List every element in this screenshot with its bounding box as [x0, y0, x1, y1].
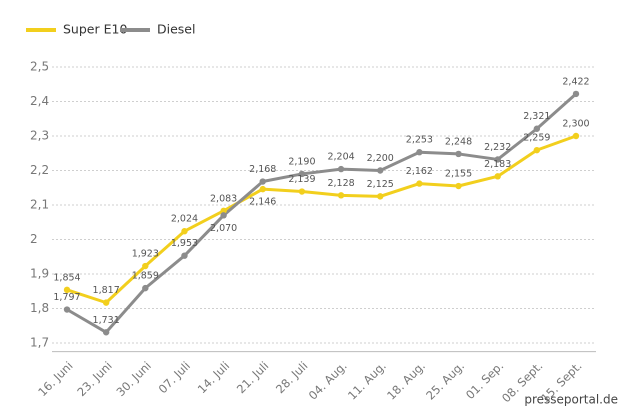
value-label: 2,300 — [562, 118, 589, 129]
value-label: 2,200 — [367, 153, 394, 164]
value-label: 2,146 — [249, 197, 276, 208]
data-point — [63, 306, 71, 313]
x-tick-label: 07. Juli — [156, 359, 193, 396]
data-point — [298, 170, 306, 178]
value-label: 2,162 — [406, 166, 433, 177]
x-tick-label: 30. Juni — [114, 359, 154, 399]
x-tick-label: 23. Juni — [74, 359, 114, 399]
value-label: 2,155 — [445, 169, 472, 180]
x-tick-label: 18. Aug. — [384, 359, 428, 403]
value-label: 2,168 — [249, 164, 276, 175]
x-tick-label: 14. Juli — [195, 359, 232, 396]
x-tick-label: 21. Juli — [234, 359, 271, 396]
value-label: 2,190 — [288, 156, 315, 167]
y-tick-label: 2,5 — [30, 60, 49, 74]
data-point — [416, 180, 423, 187]
x-tick-label: 25. Aug. — [423, 359, 467, 403]
value-label: 2,321 — [523, 111, 550, 122]
value-label: 1,817 — [93, 285, 120, 296]
legend-label: Super E10 — [63, 22, 127, 37]
x-tick-label: 16. Juni — [35, 359, 75, 399]
data-point — [377, 193, 384, 200]
value-label: 2,024 — [171, 214, 198, 225]
value-label: 2,125 — [367, 179, 394, 190]
value-label: 1,859 — [132, 271, 159, 282]
data-point — [494, 173, 501, 180]
value-label: 2,248 — [445, 136, 472, 147]
value-label: 1,953 — [171, 238, 198, 249]
value-label: 1,797 — [53, 292, 80, 303]
data-point — [337, 165, 345, 173]
value-label: 2,259 — [523, 133, 550, 144]
data-point — [259, 178, 266, 185]
value-label: 1,923 — [132, 249, 159, 260]
data-point — [416, 149, 423, 156]
value-label: 2,422 — [562, 76, 589, 87]
watermark: presseportal.de — [524, 393, 618, 407]
y-tick-label: 1,7 — [30, 335, 49, 349]
series-line — [66, 134, 577, 305]
data-point — [102, 299, 110, 306]
y-tick-label: 2,2 — [30, 163, 49, 177]
data-point — [63, 286, 71, 294]
data-point — [142, 262, 149, 270]
data-point — [181, 228, 188, 235]
data-point — [572, 132, 580, 140]
x-tick-label: 04. Aug. — [306, 359, 350, 403]
data-point — [377, 167, 384, 174]
legend-label: Diesel — [157, 22, 195, 37]
value-label: 2,128 — [327, 178, 354, 189]
data-point — [455, 150, 462, 158]
data-point — [455, 182, 462, 190]
data-point — [572, 90, 580, 98]
data-point — [298, 188, 306, 195]
data-point — [142, 284, 149, 292]
data-point — [181, 252, 188, 259]
y-tick-label: 2,4 — [30, 94, 49, 108]
data-point — [533, 125, 541, 132]
value-label: 2,139 — [288, 174, 315, 185]
value-label: 1,731 — [93, 315, 120, 326]
x-tick-label: 28. Juli — [273, 359, 310, 396]
value-label: 2,183 — [484, 159, 511, 170]
value-label: 2,253 — [406, 135, 433, 146]
y-tick-label: 1,8 — [30, 301, 49, 315]
x-tick-label: 11. Aug. — [345, 359, 389, 403]
value-label: 2,232 — [484, 142, 511, 153]
data-point — [259, 185, 266, 193]
value-label: 1,854 — [53, 272, 80, 283]
data-point — [337, 192, 345, 199]
data-point — [494, 156, 501, 163]
y-tick-label: 2 — [30, 232, 38, 246]
value-label: 2,204 — [327, 152, 354, 163]
y-tick-label: 2,1 — [30, 197, 49, 211]
series-line — [66, 92, 577, 334]
data-point — [533, 146, 541, 154]
y-tick-label: 2,3 — [30, 128, 49, 142]
data-point — [220, 207, 227, 215]
value-label: 2,083 — [210, 193, 237, 204]
y-tick-label: 1,9 — [30, 266, 49, 280]
value-label: 2,070 — [210, 223, 237, 234]
data-point — [220, 212, 227, 219]
data-point — [102, 329, 110, 336]
